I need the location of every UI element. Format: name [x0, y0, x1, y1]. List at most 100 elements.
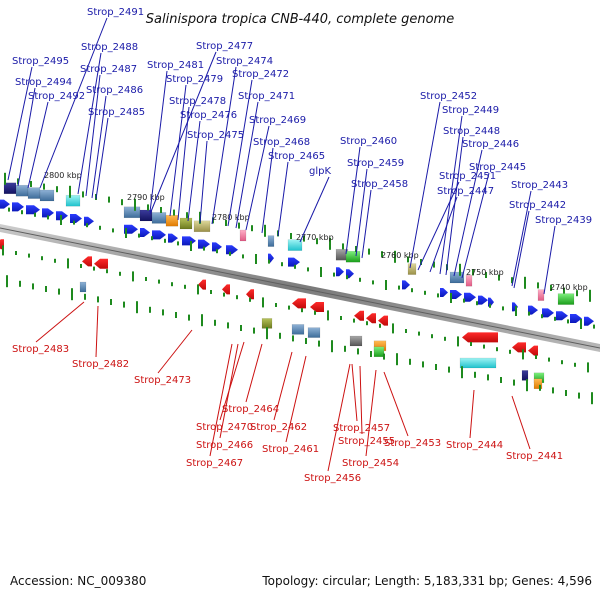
forward-gene-label[interactable]: Strop_2448 [443, 126, 500, 137]
forward-gene-arrow[interactable] [542, 308, 554, 318]
reverse-gene-arrow[interactable] [354, 310, 364, 321]
forward-gene-label[interactable]: Strop_2477 [196, 41, 253, 52]
forward-gene-label[interactable]: Strop_2458 [351, 179, 408, 190]
forward-gene-label[interactable]: Strop_2476 [180, 110, 237, 121]
forward-gene-arrow[interactable] [288, 257, 300, 267]
forward-gene-label[interactable]: Strop_2475 [187, 130, 244, 141]
reverse-gene-label[interactable]: Strop_2483 [12, 344, 69, 355]
forward-feature-block[interactable] [407, 263, 417, 275]
forward-feature-block[interactable] [151, 212, 167, 224]
reverse-gene-arrow[interactable] [94, 258, 108, 269]
forward-feature-block[interactable] [267, 235, 275, 247]
reverse-gene-arrow[interactable] [310, 302, 324, 312]
reverse-gene-label[interactable]: Strop_2454 [342, 458, 399, 469]
forward-gene-arrow[interactable] [152, 230, 166, 240]
reverse-feature-block[interactable] [521, 370, 529, 381]
forward-gene-arrow[interactable] [84, 216, 94, 226]
forward-gene-arrow[interactable] [0, 199, 10, 209]
forward-gene-label[interactable]: Strop_2452 [420, 91, 477, 102]
forward-gene-label[interactable]: Strop_2494 [15, 77, 72, 88]
forward-gene-arrow[interactable] [12, 202, 24, 212]
forward-gene-arrow[interactable] [168, 233, 178, 243]
forward-gene-label[interactable]: Strop_2478 [169, 96, 226, 107]
reverse-gene-label[interactable]: Strop_2457 [333, 423, 390, 434]
forward-gene-label[interactable]: Strop_2488 [81, 42, 138, 53]
forward-gene-arrow[interactable] [198, 239, 210, 249]
forward-feature-block[interactable] [123, 206, 141, 219]
reverse-feature-block[interactable] [307, 327, 321, 338]
reverse-gene-arrow[interactable] [198, 279, 206, 290]
forward-feature-block[interactable] [179, 217, 193, 230]
forward-gene-label[interactable]: Strop_2474 [216, 56, 273, 67]
reverse-gene-label[interactable]: Strop_2462 [250, 422, 307, 433]
forward-gene-label[interactable]: Strop_2465 [268, 151, 325, 162]
forward-feature-block[interactable] [39, 189, 55, 202]
forward-gene-label[interactable]: Strop_2491 [87, 7, 144, 18]
reverse-gene-label[interactable]: Strop_2467 [186, 458, 243, 469]
forward-gene-label[interactable]: Strop_2469 [249, 115, 306, 126]
reverse-gene-arrow[interactable] [378, 315, 388, 326]
forward-gene-label[interactable]: Strop_2485 [88, 107, 145, 118]
forward-gene-arrow[interactable] [212, 242, 222, 252]
reverse-feature-block[interactable] [533, 378, 543, 390]
reverse-gene-arrow[interactable] [528, 345, 538, 356]
reverse-gene-label[interactable]: Strop_2482 [72, 359, 129, 370]
forward-feature-block[interactable] [345, 250, 361, 263]
forward-gene-label[interactable]: Strop_2447 [437, 186, 494, 197]
forward-gene-label[interactable]: Strop_2449 [442, 105, 499, 116]
reverse-gene-arrow[interactable] [292, 298, 306, 309]
forward-gene-arrow[interactable] [556, 311, 568, 321]
reverse-gene-label[interactable]: Strop_2456 [304, 473, 361, 484]
forward-feature-block[interactable] [537, 289, 545, 301]
forward-gene-label[interactable]: Strop_2445 [469, 162, 526, 173]
reverse-gene-arrow[interactable] [222, 284, 230, 295]
forward-gene-arrow[interactable] [226, 245, 238, 255]
forward-feature-block[interactable] [15, 184, 29, 197]
forward-gene-label[interactable]: Strop_2481 [147, 60, 204, 71]
forward-gene-label[interactable]: Strop_2492 [28, 91, 85, 102]
forward-gene-label[interactable]: Strop_2442 [509, 200, 566, 211]
forward-gene-label[interactable]: Strop_2439 [535, 215, 592, 226]
forward-feature-block[interactable] [165, 214, 179, 227]
forward-feature-block[interactable] [557, 293, 575, 305]
forward-gene-label[interactable]: Strop_2443 [511, 180, 568, 191]
forward-gene-arrow[interactable] [182, 236, 196, 246]
forward-gene-arrow[interactable] [42, 208, 54, 218]
reverse-gene-label[interactable]: Strop_2473 [134, 375, 191, 386]
reverse-gene-arrow[interactable] [82, 256, 92, 267]
forward-gene-label[interactable]: Strop_2460 [340, 136, 397, 147]
forward-gene-arrow[interactable] [336, 267, 344, 277]
forward-gene-arrow[interactable] [402, 280, 410, 290]
reverse-feature-block[interactable] [261, 318, 273, 329]
reverse-gene-arrow[interactable] [462, 332, 498, 343]
forward-gene-label[interactable]: Strop_2486 [86, 85, 143, 96]
forward-feature-block[interactable] [65, 194, 81, 207]
forward-feature-block[interactable] [27, 187, 41, 199]
forward-gene-arrow[interactable] [450, 290, 462, 299]
forward-gene-label[interactable]: Strop_2468 [253, 137, 310, 148]
forward-gene-arrow[interactable] [70, 214, 82, 223]
forward-gene-label[interactable]: Strop_2487 [80, 64, 137, 75]
forward-feature-block[interactable] [193, 220, 211, 233]
reverse-feature-block[interactable] [459, 357, 497, 369]
forward-gene-arrow[interactable] [584, 316, 594, 326]
forward-gene-arrow[interactable] [26, 205, 40, 215]
reverse-feature-block[interactable] [349, 335, 363, 347]
forward-gene-label[interactable]: Strop_2459 [347, 158, 404, 169]
reverse-gene-label[interactable]: Strop_2444 [446, 440, 503, 451]
forward-gene-label[interactable]: Strop_2495 [12, 56, 69, 67]
forward-gene-label[interactable]: glpK [309, 166, 331, 177]
reverse-gene-label[interactable]: Strop_2461 [262, 444, 319, 455]
reverse-gene-label[interactable]: Strop_2455 [338, 436, 395, 447]
reverse-gene-label[interactable]: Strop_2470 [196, 422, 253, 433]
forward-gene-arrow[interactable] [478, 295, 488, 305]
reverse-gene-arrow[interactable] [366, 313, 376, 324]
forward-gene-arrow[interactable] [440, 288, 448, 297]
forward-gene-label[interactable]: Strop_2446 [462, 139, 519, 150]
forward-gene-arrow[interactable] [528, 305, 538, 315]
forward-gene-label[interactable]: Strop_2479 [166, 74, 223, 85]
reverse-feature-block[interactable] [291, 324, 305, 335]
reverse-gene-arrow[interactable] [246, 289, 254, 300]
forward-feature-block[interactable] [287, 239, 303, 251]
forward-feature-block[interactable] [239, 229, 247, 242]
